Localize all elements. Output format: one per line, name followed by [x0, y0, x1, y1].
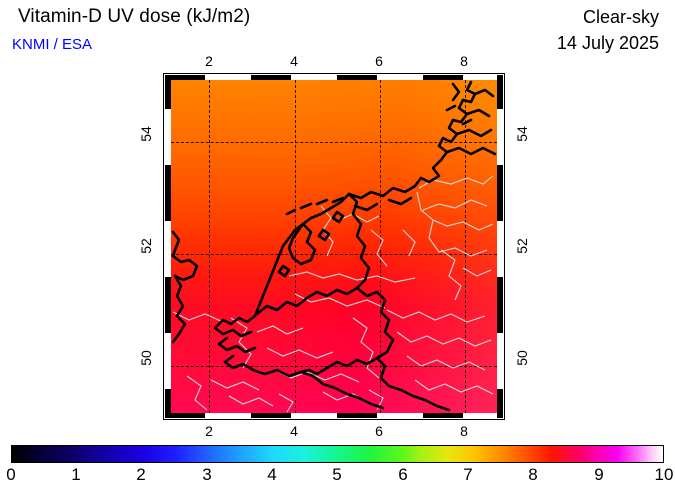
colorbar-gradient: [11, 445, 664, 463]
colorbar-tick-9: 9: [594, 465, 604, 484]
lat-tick-label-right-50: 50: [514, 350, 530, 366]
lat-tick-label-left-52: 52: [138, 238, 154, 254]
lon-tick-label-top-2: 2: [205, 53, 213, 69]
gridline-lon-8: [465, 80, 466, 413]
lon-tick-label-bottom-2: 2: [205, 423, 213, 439]
lon-tick-label-top-8: 8: [460, 53, 468, 69]
uv-dose-gradient-overlay: [171, 80, 497, 413]
gridline-lat-50: [171, 366, 497, 367]
date-label: 14 July 2025: [556, 33, 659, 53]
colorbar-tick-10: 10: [654, 465, 674, 484]
colorbar-tick-0: 0: [6, 465, 16, 484]
lon-tick-label-bottom-6: 6: [375, 423, 383, 439]
lat-tick-label-right-52: 52: [514, 238, 530, 254]
lon-tick-label-bottom-8: 8: [460, 423, 468, 439]
colorbar-tick-8: 8: [528, 465, 538, 484]
map-panel: 2 4 6 8 2 4 6 8 54 52 50 54 52 50: [138, 53, 530, 439]
colorbar-tick-2: 2: [136, 465, 146, 484]
sky-condition-label: Clear-sky: [582, 7, 659, 27]
lon-tick-label-bottom-4: 4: [290, 423, 298, 439]
lat-tick-label-left-50: 50: [138, 350, 154, 366]
map-tick-band: [165, 75, 503, 418]
colorbar-panel: 0 1 2 3 4 5 6 7 8 9 10: [6, 445, 673, 490]
geography-overlay: [171, 80, 497, 413]
colorbar-tick-3: 3: [202, 465, 212, 484]
credit-label: KNMI / ESA: [12, 36, 93, 53]
regional-borders: [172, 175, 494, 413]
uv-dose-colorfield: [171, 80, 497, 413]
gridline-lon-2: [209, 80, 210, 413]
gridline-lon-4: [295, 80, 296, 413]
lon-tick-label-top-4: 4: [290, 53, 298, 69]
colorbar-tick-6: 6: [398, 465, 408, 484]
colorbar-tick-4: 4: [267, 465, 277, 484]
colorbar-tick-5: 5: [332, 465, 342, 484]
colorbar-tick-7: 7: [463, 465, 473, 484]
colorbar-tick-1: 1: [71, 465, 81, 484]
coastline-and-national-borders: [171, 80, 497, 412]
gridline-lat-54: [171, 142, 497, 143]
uv-dose-gradient-overlay-2: [171, 80, 497, 413]
lat-tick-label-left-54: 54: [138, 126, 154, 142]
page-title: Vitamin-D UV dose (kJ/m2): [18, 6, 251, 27]
lat-tick-label-right-54: 54: [514, 126, 530, 142]
lon-tick-label-top-6: 6: [375, 53, 383, 69]
gridline-lat-52: [171, 254, 497, 255]
uv-dose-raster: [171, 80, 497, 413]
